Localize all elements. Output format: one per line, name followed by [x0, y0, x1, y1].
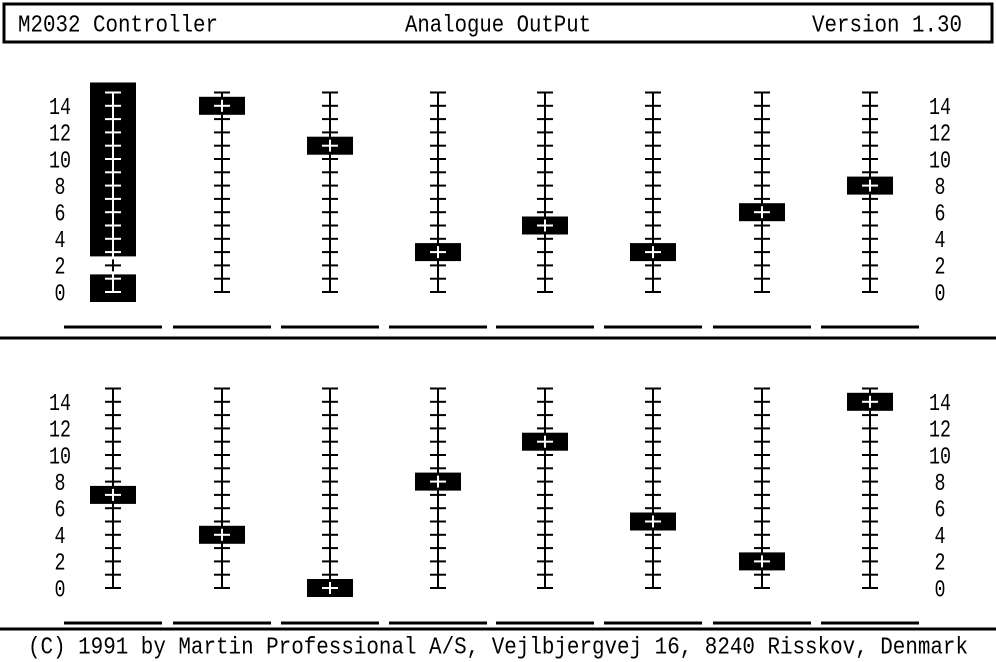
- scale-label-right: 12: [929, 418, 951, 445]
- scale-label-right: 6: [935, 202, 946, 229]
- scale-label-left: 2: [55, 551, 66, 578]
- scale-label-left: 10: [49, 444, 71, 471]
- scale-label-left: 12: [49, 122, 71, 149]
- scale-label-left: 8: [55, 175, 66, 202]
- scale-label-left: 12: [49, 418, 71, 445]
- header-bar: [2, 2, 994, 44]
- scale-label-right: 12: [929, 122, 951, 149]
- scale-label-right: 8: [935, 175, 946, 202]
- scale-label-right: 10: [929, 148, 951, 175]
- scale-label-right: 0: [935, 281, 946, 308]
- scale-label-right: 2: [935, 551, 946, 578]
- scale-label-left: 4: [55, 228, 66, 255]
- scale-label-right: 14: [929, 391, 951, 418]
- scale-label-right: 10: [929, 444, 951, 471]
- scale-label-right: 6: [935, 498, 946, 525]
- scale-label-left: 0: [55, 577, 66, 604]
- scale-label-left: 10: [49, 148, 71, 175]
- scale-label-left: 14: [49, 95, 71, 122]
- scale-label-left: 0: [55, 281, 66, 308]
- scale-label-right: 0: [935, 577, 946, 604]
- scale-label-left: 14: [49, 391, 71, 418]
- header-center: Analogue OutPut: [405, 12, 591, 39]
- scale-label-right: 4: [935, 228, 946, 255]
- scale-label-right: 8: [935, 471, 946, 498]
- scale-label-right: 2: [935, 255, 946, 282]
- scale-label-left: 4: [55, 524, 66, 551]
- header-left: M2032 Controller: [18, 12, 218, 39]
- header-right: Version 1.30: [812, 12, 962, 39]
- scale-label-right: 14: [929, 95, 951, 122]
- scale-label-left: 6: [55, 498, 66, 525]
- scale-label-left: 6: [55, 202, 66, 229]
- scale-label-left: 8: [55, 471, 66, 498]
- scale-label-right: 4: [935, 524, 946, 551]
- footer: (C) 1991 by Martin Professional A/S, Vej…: [28, 634, 968, 661]
- scale-label-left: 2: [55, 255, 66, 282]
